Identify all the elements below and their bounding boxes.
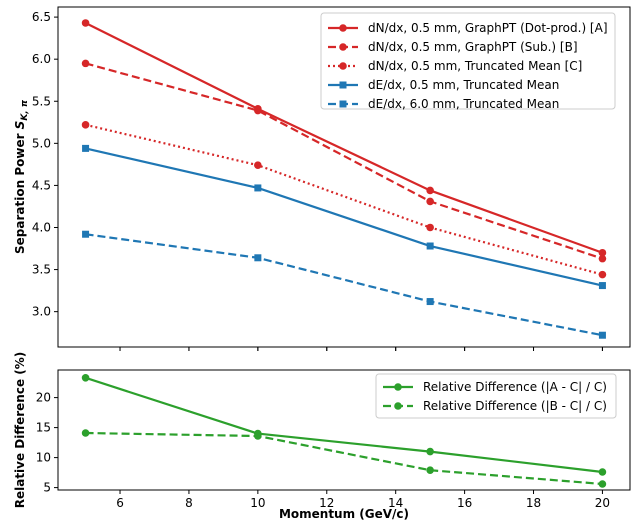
y-tick-label: 15: [36, 421, 51, 435]
data-point: [598, 282, 606, 290]
legend-swatch-marker: [394, 402, 402, 410]
y-tick-label: 5.5: [32, 94, 51, 108]
data-point: [81, 374, 90, 382]
bottom-plot-frame: [57, 369, 631, 491]
data-point: [254, 161, 262, 170]
data-point: [598, 254, 607, 263]
series-5: [82, 230, 606, 339]
legend-label: Relative Difference (|A - C| / C): [423, 380, 607, 394]
y-tick-label: 10: [36, 451, 51, 465]
data-point: [81, 429, 90, 437]
legend-label: dE/dx, 0.5 mm, Truncated Mean: [368, 78, 559, 92]
series-1: [81, 19, 607, 257]
data-point: [254, 432, 262, 440]
top-plot-frame: [57, 6, 631, 348]
data-point: [254, 184, 262, 192]
y-tick-label: 5: [43, 481, 51, 495]
legend-swatch-marker: [339, 100, 347, 108]
legend-label: dE/dx, 6.0 mm, Truncated Mean: [368, 97, 559, 111]
series-line: [85, 233, 603, 337]
bottom-series-group: [81, 374, 607, 488]
top-y-ticks: 3.0 3.5 4.0 4.5 5.0 5.5 6.0 6.5: [32, 10, 603, 351]
series-line: [85, 431, 603, 486]
legend-label: Relative Difference (|B - C| / C): [423, 399, 607, 413]
series-2: [81, 59, 607, 263]
data-point: [82, 144, 90, 152]
legend-label: dN/dx, 0.5 mm, GraphPT (Sub.) [B]: [368, 40, 578, 54]
data-point: [426, 186, 434, 195]
data-point: [598, 270, 607, 279]
data-point: [254, 254, 262, 262]
y-tick-label: 6.5: [32, 10, 51, 24]
y-tick-label: 6.0: [32, 52, 51, 66]
x-axis-title: Momentum (GeV/c): [279, 507, 409, 521]
data-point: [598, 468, 607, 476]
x-tick-label: 6: [116, 496, 124, 510]
bottom-panel: 5 10 15 20 6 8 10 12 14 16 18 20 Relative Differen…: [13, 352, 631, 521]
series-line: [85, 62, 603, 260]
data-point: [81, 19, 90, 27]
y-tick-label: 4.0: [32, 220, 51, 234]
data-point: [426, 466, 434, 475]
series-2: [81, 429, 607, 488]
bottom-x-ticks: 6 8 10 12 14 16 18 20: [116, 490, 610, 510]
x-tick-label: 16: [457, 496, 472, 510]
y-tick-label: 5.0: [32, 136, 51, 150]
legend-swatch-marker: [339, 81, 347, 89]
x-tick-label: 12: [319, 496, 334, 510]
data-point: [81, 121, 90, 129]
data-point: [598, 480, 607, 488]
data-point: [426, 298, 434, 306]
y-tick-label: 3.5: [32, 263, 51, 277]
series-line: [85, 147, 603, 287]
top-legend: dN/dx, 0.5 mm, GraphPT (Dot-prod.) [A] dN…: [320, 12, 616, 111]
series-line: [85, 376, 603, 474]
data-point: [598, 331, 606, 339]
bottom-legend-box: [375, 373, 617, 419]
legend-label: dN/dx, 0.5 mm, GraphPT (Dot-prod.) [A]: [368, 21, 608, 35]
data-point: [426, 242, 434, 250]
data-point: [426, 197, 434, 206]
data-point: [598, 248, 607, 257]
top-legend-box: [320, 12, 616, 110]
data-point: [426, 447, 434, 456]
data-point: [82, 230, 90, 238]
bottom-y-ticks: 5 10 15 20: [36, 391, 58, 495]
legend-swatch-marker: [394, 383, 402, 391]
top-panel: 3.0 3.5 4.0 4.5 5.0 5.5 6.0 6.5 Separation Powe…: [13, 6, 631, 351]
y-tick-label: 20: [36, 391, 51, 405]
data-point: [426, 223, 434, 232]
legend-label: dN/dx, 0.5 mm, Truncated Mean [C]: [368, 59, 582, 73]
top-y-axis-title: Separation Power SK, π: [13, 99, 30, 254]
bottom-y-axis-title: Relative Difference (%): [13, 352, 27, 509]
legend-swatch-marker: [339, 24, 347, 32]
x-tick-label: 10: [250, 496, 265, 510]
series-4: [82, 144, 606, 290]
x-tick-label: 20: [595, 496, 610, 510]
series-line: [85, 123, 603, 276]
data-point: [254, 106, 262, 115]
x-tick-label: 14: [388, 496, 403, 510]
top-series-group: [81, 19, 607, 339]
x-tick-label: 8: [185, 496, 193, 510]
bottom-legend: Relative Difference (|A - C| / C) Relativ…: [375, 373, 617, 419]
legend-swatch-marker: [339, 62, 347, 70]
series-3: [81, 121, 607, 279]
x-tick-label: 18: [526, 496, 541, 510]
legend-swatch-marker: [339, 43, 347, 51]
data-point: [81, 59, 90, 68]
y-tick-label: 4.5: [32, 178, 51, 192]
y-tick-label: 3.0: [32, 305, 51, 319]
series-line: [85, 22, 603, 254]
